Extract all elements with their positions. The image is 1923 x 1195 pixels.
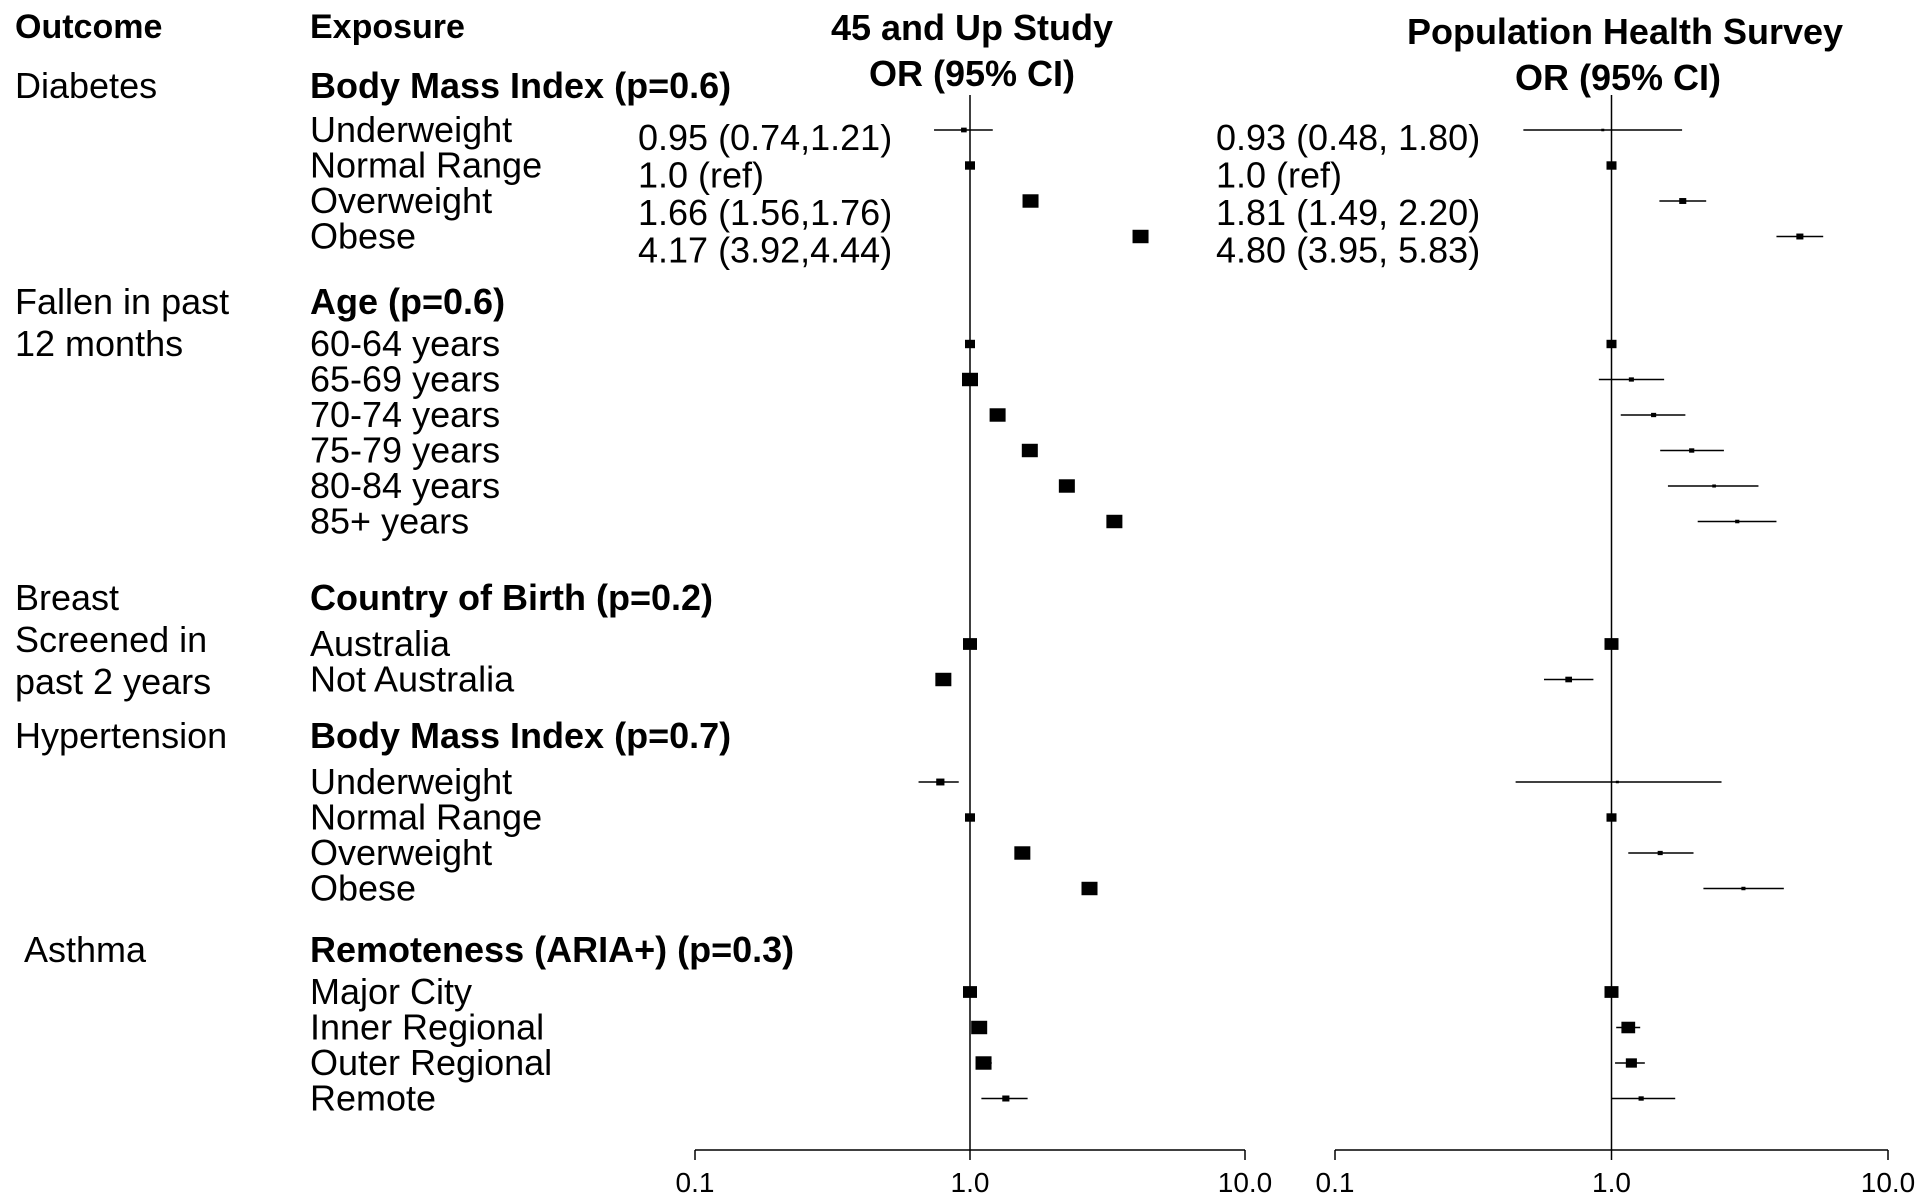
point-estimate [1021,443,1038,458]
estimate-text: 1.0 (ref) [1216,155,1342,196]
exposure-label: Body Mass Index (p=0.7) [310,715,731,756]
point-estimate [1741,886,1746,891]
outcome-label: Screened in [15,619,207,660]
point-estimate [1621,1021,1636,1034]
row-label: 75-79 years [310,430,500,471]
outcome-label: Diabetes [15,65,157,106]
exposure-pvalue: (p=0.6) [388,281,505,322]
row-label: Overweight [310,832,492,873]
panel-b-title: Population Health Survey [1407,11,1843,52]
point-estimate [961,127,967,133]
estimate-texts: 0.95 (0.74,1.21) 0.93 (0.48, 1.80)1.0 (re… [638,117,1480,271]
point-estimate [1679,198,1687,204]
point-estimate [1638,1096,1644,1101]
exposure-name: Country of Birth [310,577,596,618]
row-label: 65-69 years [310,359,500,400]
row-label: Australia [310,623,451,664]
estimate-text: 0.93 (0.48, 1.80) [1216,117,1480,158]
x-tick-label: 1.0 [951,1167,990,1195]
point-estimate [1081,881,1098,896]
point-estimate [971,1020,988,1035]
row-label: Not Australia [310,659,515,700]
row-label: Overweight [310,180,492,221]
point-estimate [1615,780,1619,784]
x-tick-label: 10.0 [1861,1167,1916,1195]
point-estimate [1022,194,1039,208]
point-estimate [1565,676,1573,683]
outcome-label: 12 months [15,323,183,364]
point-estimate [975,1056,992,1070]
row-label: Normal Range [310,145,542,186]
exposure-name: Age [310,281,388,322]
exposure-name: Body Mass Index [310,65,614,106]
exposure-pvalue: (p=0.2) [596,577,713,618]
panel-a-subtitle: OR (95% CI) [869,53,1075,94]
row-label: 80-84 years [310,465,500,506]
estimate-text: 1.0 (ref) [638,155,764,196]
exposure-label: Body Mass Index (p=0.6) [310,65,731,106]
point-estimate [1735,519,1740,524]
exposure-pvalue: (p=0.6) [614,65,731,106]
exposure-label: Country of Birth (p=0.2) [310,577,713,618]
outcome-label: Fallen in past [15,281,229,322]
outcome-label: Breast [15,577,119,618]
panel-a-title: 45 and Up Study [831,7,1113,48]
exposure-label: Remoteness (ARIA+) (p=0.3) [310,929,794,970]
point-estimate [1014,846,1031,860]
point-estimate [1689,448,1695,453]
point-estimate [1657,850,1663,856]
outcome-label: Hypertension [15,715,227,756]
panel-b-plot: 0.1 1.0 10.0 [1316,95,1916,1195]
row-label: 60-64 years [310,323,500,364]
point-estimate [1132,229,1149,244]
exposure-name: Body Mass Index [310,715,614,756]
row-label: Major City [310,971,472,1012]
row-label: 70-74 years [310,394,500,435]
x-tick-label: 10.0 [1218,1167,1273,1195]
estimate-text: 4.17 (3.92,4.44) [638,230,892,271]
row-label: Outer Regional [310,1042,552,1083]
estimate-text: 4.80 (3.95, 5.83) [1216,230,1480,271]
estimate-text: 1.66 (1.56,1.76) [638,192,892,233]
x-tick-label: 0.1 [676,1167,715,1195]
exposure-header: Exposure [310,8,465,46]
panel-b-subtitle: OR (95% CI) [1515,57,1721,98]
outcome-label: past 2 years [15,661,211,702]
exposure-name: Remoteness (ARIA+) [310,929,677,970]
point-estimate [1651,412,1657,418]
point-estimate [1625,1058,1637,1068]
row-labels: Diabetes Body Mass Index (p=0.6)Underweig… [15,65,794,1119]
row-label: Normal Range [310,797,542,838]
point-estimate [1002,1095,1010,1102]
row-label: Remote [310,1078,436,1119]
point-estimate [1712,484,1716,488]
exposure-pvalue: (p=0.7) [614,715,731,756]
row-label: Underweight [310,109,512,150]
point-estimate [935,672,952,687]
exposure-label: Age (p=0.6) [310,281,505,322]
outcome-header: Outcome [15,8,162,46]
exposure-pvalue: (p=0.3) [677,929,794,970]
column-headers: Outcome Exposure 45 and Up Study OR (95%… [15,7,1843,98]
estimate-text: 0.95 (0.74,1.21) [638,117,892,158]
x-tick-label: 0.1 [1316,1167,1355,1195]
panel-a-plot: 0.1 1.0 10.0 [676,95,1273,1195]
row-label: Inner Regional [310,1007,544,1048]
estimate-text: 1.81 (1.49, 2.20) [1216,192,1480,233]
row-label: Underweight [310,761,512,802]
point-estimate [1796,233,1804,240]
point-estimate [1106,514,1123,529]
point-estimate [1628,377,1634,382]
point-estimate [936,778,945,786]
row-label: Obese [310,868,416,909]
x-tick-label: 1.0 [1592,1167,1631,1195]
row-label: 85+ years [310,501,469,542]
point-estimate [1058,479,1075,493]
point-estimate [989,408,1006,422]
row-label: Obese [310,216,416,257]
outcome-label: Asthma [24,929,147,970]
point-estimate [1601,128,1605,132]
